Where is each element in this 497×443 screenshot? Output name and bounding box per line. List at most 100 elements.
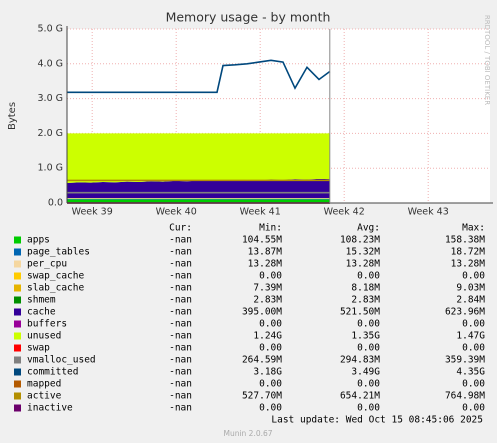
legend-stat: 0.00 [462,343,485,354]
legend-stat: 13.28M [451,259,486,270]
legend-stat: -nan [169,307,192,318]
legend-swatch [14,236,21,244]
y-axis-label: Bytes [7,102,18,130]
legend-swatch [14,368,21,376]
legend-stat: 0.00 [259,343,282,354]
legend-swatch [14,260,21,268]
line [67,59,331,94]
legend-stat: -nan [169,331,192,342]
legend-stat: 264.59M [242,355,282,366]
area [67,198,330,200]
legend-stat: 0.00 [259,319,282,330]
legend-stat: 623.96M [445,307,485,318]
y-tick-label: 3.0 G [38,93,64,104]
legend-stat: 359.39M [445,355,485,366]
legend-stat: 0.00 [357,379,380,390]
legend-stat: 0.00 [462,379,485,390]
y-tick-label: 1.0 G [38,163,64,174]
legend-label: cache [27,307,56,318]
legend-stat: -nan [169,295,192,306]
legend-label: buffers [27,319,67,330]
legend-stat: 13.87M [248,247,283,258]
legend-stat: 158.38M [445,235,485,246]
legend-stat: -nan [169,271,192,282]
legend-stat: 521.50M [340,307,380,318]
legend-stat: -nan [169,235,192,246]
legend-stat: 0.00 [259,271,282,282]
legend-label: active [27,391,62,402]
legend-stat: 9.03M [456,283,485,294]
chart-title: Memory usage - by month [166,10,331,25]
legend-stat: 0.00 [259,403,282,414]
legend-stat: 18.72M [451,247,486,258]
legend-stat: -nan [169,259,192,270]
legend-stat: 0.00 [357,271,380,282]
legend-label: unused [27,331,61,342]
legend-stat: 2.83M [351,295,380,306]
legend-stat: 8.18M [351,283,380,294]
legend-stat: 294.83M [340,355,380,366]
legend-stat: 2.83M [253,295,282,306]
legend-header: Min: [259,223,282,234]
legend-stat: -nan [169,379,192,390]
legend-stat: 0.00 [462,403,485,414]
legend-header: Cur: [169,223,192,234]
area [67,133,330,184]
last-update: Last update: Wed Oct 15 08:45:06 2025 [271,415,483,426]
legend-stat: -nan [169,391,192,402]
legend-label: vmalloc_used [27,355,96,366]
legend-swatch [14,272,21,280]
legend-header: Avg: [357,223,380,234]
legend-stat: 4.35G [456,367,485,378]
y-tick-label: 4.0 G [38,58,64,69]
x-tick-label: Week 39 [72,207,113,218]
watermark: RRDTOOL / TOBI OETIKER [483,15,491,105]
x-tick-label: Week 42 [324,207,365,218]
legend-swatch [14,284,21,292]
legend-stat: 7.39M [253,283,282,294]
legend-swatch [14,308,21,316]
legend-stat: -nan [169,343,192,354]
legend-label: committed [27,367,78,378]
legend-label: swap_cache [27,271,84,282]
legend-stat: 108.23M [340,235,380,246]
legend-swatch [14,344,21,352]
y-tick-label: 2.0 G [38,128,64,139]
legend-stat: 3.49G [351,367,380,378]
legend-stat: 395.00M [242,307,282,318]
legend-stat: 13.28M [248,259,283,270]
legend-label: apps [27,235,50,246]
legend-stat: -nan [169,247,192,258]
legend-swatch [14,392,21,400]
x-tick-label: Week 40 [156,207,197,218]
area [67,199,330,203]
legend-swatch [14,332,21,340]
legend-stat: 15.32M [346,247,381,258]
legend-stat: 0.00 [357,403,380,414]
legend-label: inactive [27,403,73,414]
footer: Munin 2.0.67 [223,429,272,438]
legend-swatch [14,380,21,388]
legend-stat: -nan [169,283,192,294]
legend-label: page_tables [27,247,90,258]
legend-stat: 0.00 [357,319,380,330]
legend-swatch [14,296,21,304]
legend-stat: 527.70M [242,391,282,402]
legend-stat: 1.47G [456,331,485,342]
y-tick-label: 0.0 [48,198,63,209]
legend-swatch [14,404,21,412]
y-tick-label: 5.0 G [38,24,64,35]
legend-stat: 0.00 [462,271,485,282]
legend-stat: 1.35G [351,331,380,342]
legend-label: swap [27,343,50,354]
legend-stat: 0.00 [259,379,282,390]
legend-stat: -nan [169,367,192,378]
legend-stat: 0.00 [462,319,485,330]
legend-stat: -nan [169,403,192,414]
legend-label: per_cpu [27,259,67,270]
legend-swatch [14,248,21,256]
x-tick-label: Week 41 [240,207,281,218]
legend-header: Max: [462,223,485,234]
legend-stat: 13.28M [346,259,381,270]
